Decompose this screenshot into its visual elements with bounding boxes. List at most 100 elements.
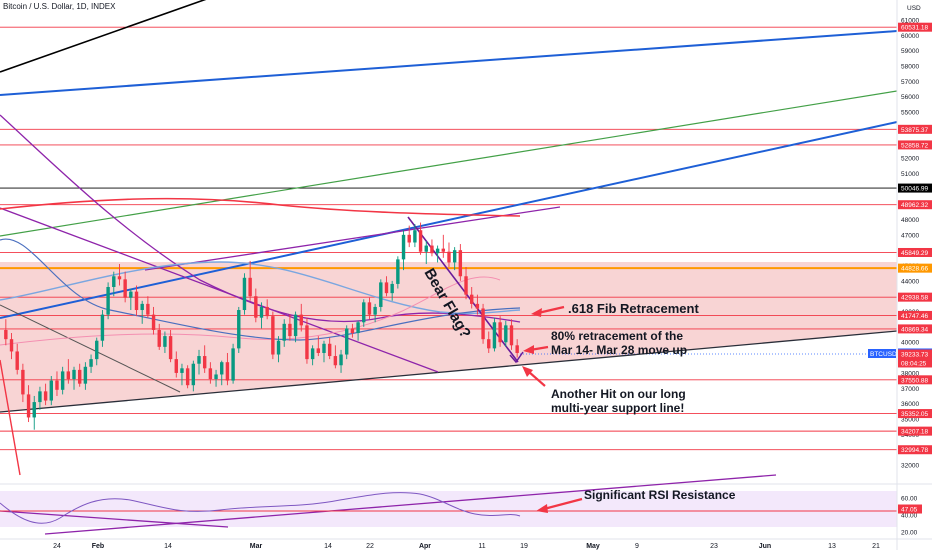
candle[interactable] — [208, 362, 213, 384]
candle[interactable] — [464, 267, 468, 300]
candle[interactable] — [418, 222, 423, 255]
black-trendline-top[interactable] — [0, 0, 218, 73]
candle[interactable] — [83, 362, 88, 390]
candle[interactable] — [242, 273, 247, 315]
candle[interactable] — [117, 263, 122, 286]
candle[interactable] — [129, 288, 133, 311]
candle[interactable] — [396, 256, 400, 289]
time-axis[interactable]: 24 Feb 14 Mar 14 22 Apr 11 19 May 9 23 Jun 13 21 — [0, 538, 932, 550]
purple-descending-line[interactable] — [0, 207, 439, 373]
candle[interactable] — [43, 383, 48, 406]
candle[interactable] — [367, 297, 372, 320]
candle[interactable] — [66, 359, 71, 384]
candle[interactable] — [407, 225, 411, 248]
candle[interactable] — [237, 306, 241, 353]
purple-channel-line[interactable] — [144, 206, 561, 271]
candle[interactable] — [373, 303, 377, 323]
candle[interactable] — [470, 287, 474, 309]
candle[interactable] — [487, 331, 491, 353]
candle[interactable] — [390, 280, 394, 301]
candle[interactable] — [452, 247, 457, 271]
candle[interactable] — [316, 336, 321, 357]
candle[interactable] — [254, 288, 258, 323]
candle[interactable] — [259, 302, 264, 329]
candle[interactable] — [424, 240, 428, 264]
candle[interactable] — [458, 244, 463, 281]
candle[interactable] — [282, 319, 286, 347]
candle[interactable] — [271, 311, 275, 360]
candle[interactable] — [197, 349, 201, 375]
candle[interactable] — [401, 230, 406, 271]
candle[interactable] — [362, 299, 366, 327]
candle[interactable] — [231, 343, 235, 384]
green-trendline[interactable] — [0, 90, 898, 237]
candle[interactable] — [214, 369, 218, 387]
candle[interactable] — [447, 242, 451, 268]
candle[interactable] — [384, 276, 389, 297]
candle[interactable] — [350, 323, 355, 338]
blue-channel-line-mid[interactable] — [0, 121, 898, 319]
candle[interactable] — [151, 306, 156, 335]
candle[interactable] — [21, 363, 25, 403]
candle[interactable] — [492, 317, 497, 352]
candle[interactable] — [276, 336, 281, 363]
candle[interactable] — [475, 294, 480, 315]
candle[interactable] — [100, 310, 105, 347]
candle[interactable] — [248, 260, 252, 301]
candle[interactable] — [498, 316, 502, 347]
candle[interactable] — [327, 337, 332, 360]
candle[interactable] — [413, 224, 417, 248]
candle[interactable] — [106, 282, 110, 320]
candle[interactable] — [481, 303, 485, 344]
candle[interactable] — [112, 271, 116, 297]
dark-descending-line[interactable] — [0, 304, 181, 393]
candle[interactable] — [55, 371, 59, 396]
candle[interactable] — [225, 352, 230, 386]
candle[interactable] — [38, 386, 42, 410]
candle[interactable] — [345, 325, 349, 360]
candle[interactable] — [180, 363, 184, 386]
candle[interactable] — [72, 366, 76, 390]
candle[interactable] — [185, 365, 190, 389]
candle[interactable] — [134, 285, 139, 317]
candle[interactable] — [140, 300, 144, 324]
candle[interactable] — [60, 366, 65, 395]
candle[interactable] — [430, 239, 434, 257]
blue-upper-channel-line[interactable] — [0, 30, 898, 96]
candle[interactable] — [305, 317, 309, 364]
candle[interactable] — [293, 311, 298, 343]
candle[interactable] — [123, 271, 127, 303]
candle[interactable] — [288, 314, 292, 341]
candle[interactable] — [504, 320, 508, 347]
red-dropping-line[interactable] — [0, 359, 21, 476]
rsi-descending-line[interactable] — [0, 510, 229, 528]
candle[interactable] — [49, 376, 53, 406]
candle[interactable] — [191, 360, 196, 392]
multi-year-support-line[interactable] — [0, 330, 898, 413]
candle[interactable] — [310, 345, 315, 366]
candle[interactable] — [77, 363, 82, 387]
price-axis[interactable]: 6100060000590005800057000560005500054000… — [868, 0, 932, 550]
candle[interactable] — [379, 279, 383, 312]
candle[interactable] — [95, 337, 99, 366]
candle[interactable] — [9, 333, 14, 360]
candle[interactable] — [333, 345, 338, 369]
candle[interactable] — [146, 296, 150, 318]
candle[interactable] — [157, 323, 161, 350]
candle[interactable] — [4, 319, 8, 346]
candle[interactable] — [26, 385, 31, 423]
candle[interactable] — [509, 319, 514, 350]
candle[interactable] — [441, 234, 446, 258]
candle[interactable] — [435, 245, 440, 263]
candle[interactable] — [265, 299, 269, 320]
candle[interactable] — [89, 354, 93, 373]
candle[interactable] — [32, 395, 36, 430]
candle[interactable] — [299, 303, 303, 332]
rsi-resistance-line[interactable] — [44, 474, 777, 535]
candle[interactable] — [339, 349, 343, 373]
candle[interactable] — [174, 351, 178, 378]
candle[interactable] — [168, 329, 173, 363]
candle[interactable] — [356, 320, 360, 341]
candle[interactable] — [515, 339, 519, 358]
